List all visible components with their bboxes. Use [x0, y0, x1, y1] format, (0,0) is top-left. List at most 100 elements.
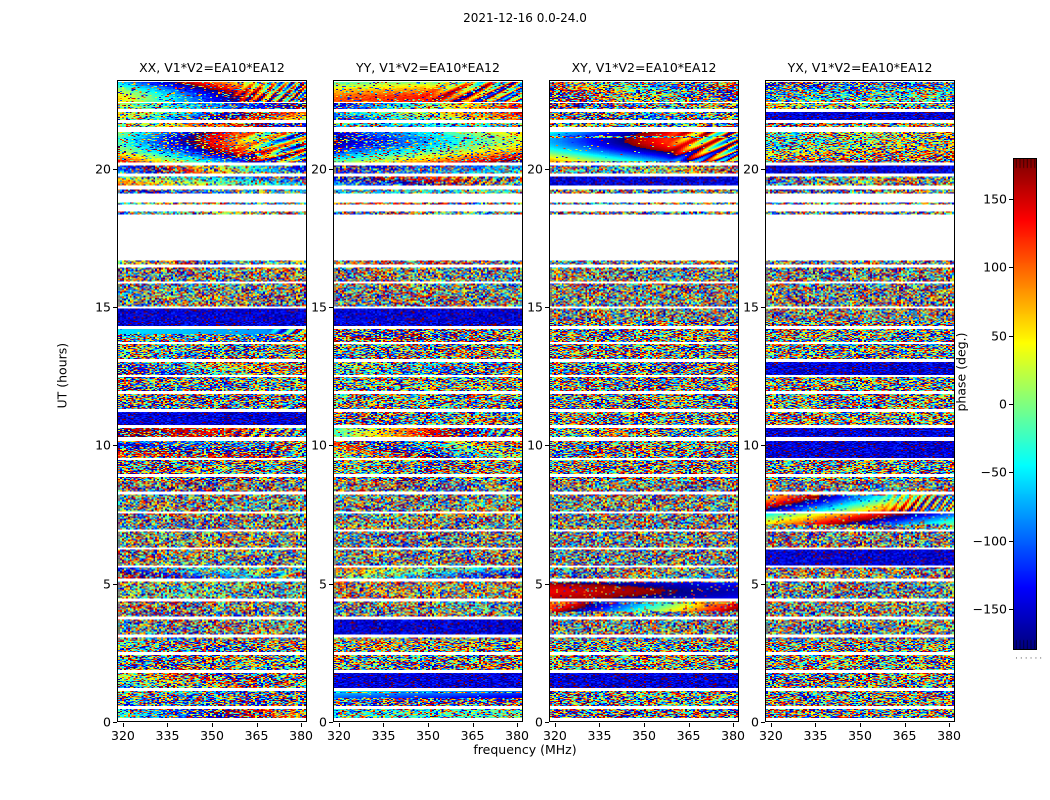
waterfall-panel-yy[interactable]: YY, V1*V2=EA10*EA12 — [333, 60, 523, 722]
x-tick-label: 335 — [803, 728, 828, 743]
waterfall-panel-yx[interactable]: YX, V1*V2=EA10*EA12 — [765, 60, 955, 722]
x-tick-label: 320 — [543, 728, 567, 743]
x-tick-label: 320 — [759, 728, 783, 743]
panel-title-yy: YY, V1*V2=EA10*EA12 — [356, 60, 500, 75]
x-tick-labels-panel-3: 320 335 350 365 380 — [543, 728, 745, 746]
x-tick-labels-panel-1: 320 335 350 365 380 — [111, 728, 313, 746]
y-tick-label: 15 — [311, 299, 327, 315]
x-tick-mark — [167, 723, 169, 727]
colorbar-tick-mark — [1009, 404, 1013, 405]
x-tick-label: 380 — [289, 728, 313, 743]
x-tick-label: 365 — [676, 728, 701, 743]
y-tick-mark — [329, 306, 333, 308]
x-tick-label: 350 — [632, 728, 656, 743]
x-tick-mark — [554, 723, 556, 727]
y-tick-mark — [329, 445, 333, 447]
y-tick-label: 5 — [103, 576, 111, 592]
y-tick-label: 15 — [527, 299, 543, 315]
x-tick-mark — [122, 723, 124, 727]
x-tick-mark — [733, 723, 735, 727]
panel-title-yx: YX, V1*V2=EA10*EA12 — [787, 60, 933, 75]
x-tick-label: 365 — [460, 728, 485, 743]
y-tick-label: 10 — [95, 437, 111, 453]
y-tick-label: 0 — [103, 714, 111, 730]
y-tick-mark — [545, 583, 549, 585]
y-tick-mark — [329, 722, 333, 723]
x-tick-mark — [301, 723, 303, 727]
y-tick-mark — [761, 445, 765, 447]
y-tick-label: 5 — [751, 576, 759, 592]
x-tick-labels-panel-2: 320 335 350 365 380 — [327, 728, 529, 746]
y-tick-label: 20 — [527, 161, 543, 177]
x-tick-mark — [904, 723, 906, 727]
y-tick-mark — [545, 168, 549, 170]
x-tick-mark — [949, 723, 951, 727]
colorbar-tick-mark — [1009, 199, 1013, 200]
colorbar-label: phase (deg.) — [953, 332, 969, 412]
y-axis-label: UT (hours) — [54, 342, 70, 409]
figure-suptitle: 2021-12-16 0.0-24.0 — [463, 11, 587, 25]
x-tick-mark — [256, 723, 258, 727]
x-tick-mark — [815, 723, 817, 727]
y-tick-mark — [329, 583, 333, 585]
colorbar-tick-mark — [1009, 472, 1013, 474]
x-tick-label: 350 — [200, 728, 224, 743]
x-axis-label: frequency (MHz) — [473, 742, 577, 757]
y-tick-mark — [113, 306, 117, 308]
colorbar-tick-label: 0 — [999, 396, 1007, 412]
x-tick-mark — [688, 723, 690, 727]
x-tick-mark — [428, 723, 429, 727]
y-tick-mark — [761, 306, 765, 308]
y-tick-mark — [545, 445, 549, 447]
colorbar[interactable] — [1013, 158, 1037, 650]
y-tick-mark — [545, 722, 549, 723]
colorbar-tick-label: 150 — [983, 191, 1007, 207]
x-tick-mark — [472, 723, 474, 727]
x-tick-label: 365 — [244, 728, 269, 743]
waterfall-panel-xy[interactable]: XY, V1*V2=EA10*EA12 — [549, 60, 739, 722]
x-tick-label: 380 — [721, 728, 745, 743]
y-tick-label: 20 — [311, 161, 327, 177]
y-tick-label: 15 — [743, 299, 759, 315]
x-tick-label: 380 — [505, 728, 529, 743]
y-tick-label: 10 — [743, 437, 759, 453]
panel-title-xx: XX, V1*V2=EA10*EA12 — [139, 60, 285, 75]
x-tick-mark — [383, 723, 385, 727]
colorbar-tick-label: 100 — [983, 259, 1007, 275]
colorbar-gradient — [1014, 159, 1036, 649]
x-tick-label: 320 — [327, 728, 351, 743]
y-tick-mark — [329, 168, 333, 170]
x-tick-mark — [517, 723, 519, 727]
x-tick-mark — [338, 723, 340, 727]
waterfall-image-yx — [766, 81, 954, 721]
x-tick-label: 350 — [416, 728, 440, 743]
waterfall-panel-xx[interactable]: XX, V1*V2=EA10*EA12 — [117, 60, 307, 722]
colorbar-under-marker: ······ — [1015, 654, 1045, 664]
x-tick-labels-panel-4: 320 335 350 365 380 — [759, 728, 961, 746]
y-tick-label: 20 — [743, 161, 759, 177]
colorbar-tick-mark — [1009, 540, 1013, 542]
x-tick-label: 335 — [371, 728, 396, 743]
x-tick-label: 365 — [892, 728, 917, 743]
y-tick-label: 0 — [535, 714, 543, 730]
x-tick-mark — [599, 723, 601, 727]
y-tick-label: 15 — [95, 299, 111, 315]
x-tick-label: 350 — [848, 728, 872, 743]
colorbar-tick-label: −50 — [980, 464, 1007, 480]
colorbar-tick-mark — [1009, 609, 1013, 610]
x-tick-mark — [770, 723, 772, 727]
x-tick-label: 380 — [937, 728, 961, 743]
x-tick-mark — [212, 723, 213, 727]
y-tick-label: 0 — [751, 714, 759, 730]
x-tick-mark — [644, 723, 645, 727]
y-tick-mark — [113, 168, 117, 170]
waterfall-image-xx — [118, 81, 306, 721]
y-tick-label: 10 — [527, 437, 543, 453]
y-tick-label: 20 — [95, 161, 111, 177]
y-tick-mark — [113, 445, 117, 447]
x-tick-label: 335 — [587, 728, 612, 743]
waterfall-image-xy — [550, 81, 738, 721]
x-tick-label: 320 — [111, 728, 135, 743]
x-tick-mark — [860, 723, 861, 727]
x-tick-label: 335 — [155, 728, 180, 743]
